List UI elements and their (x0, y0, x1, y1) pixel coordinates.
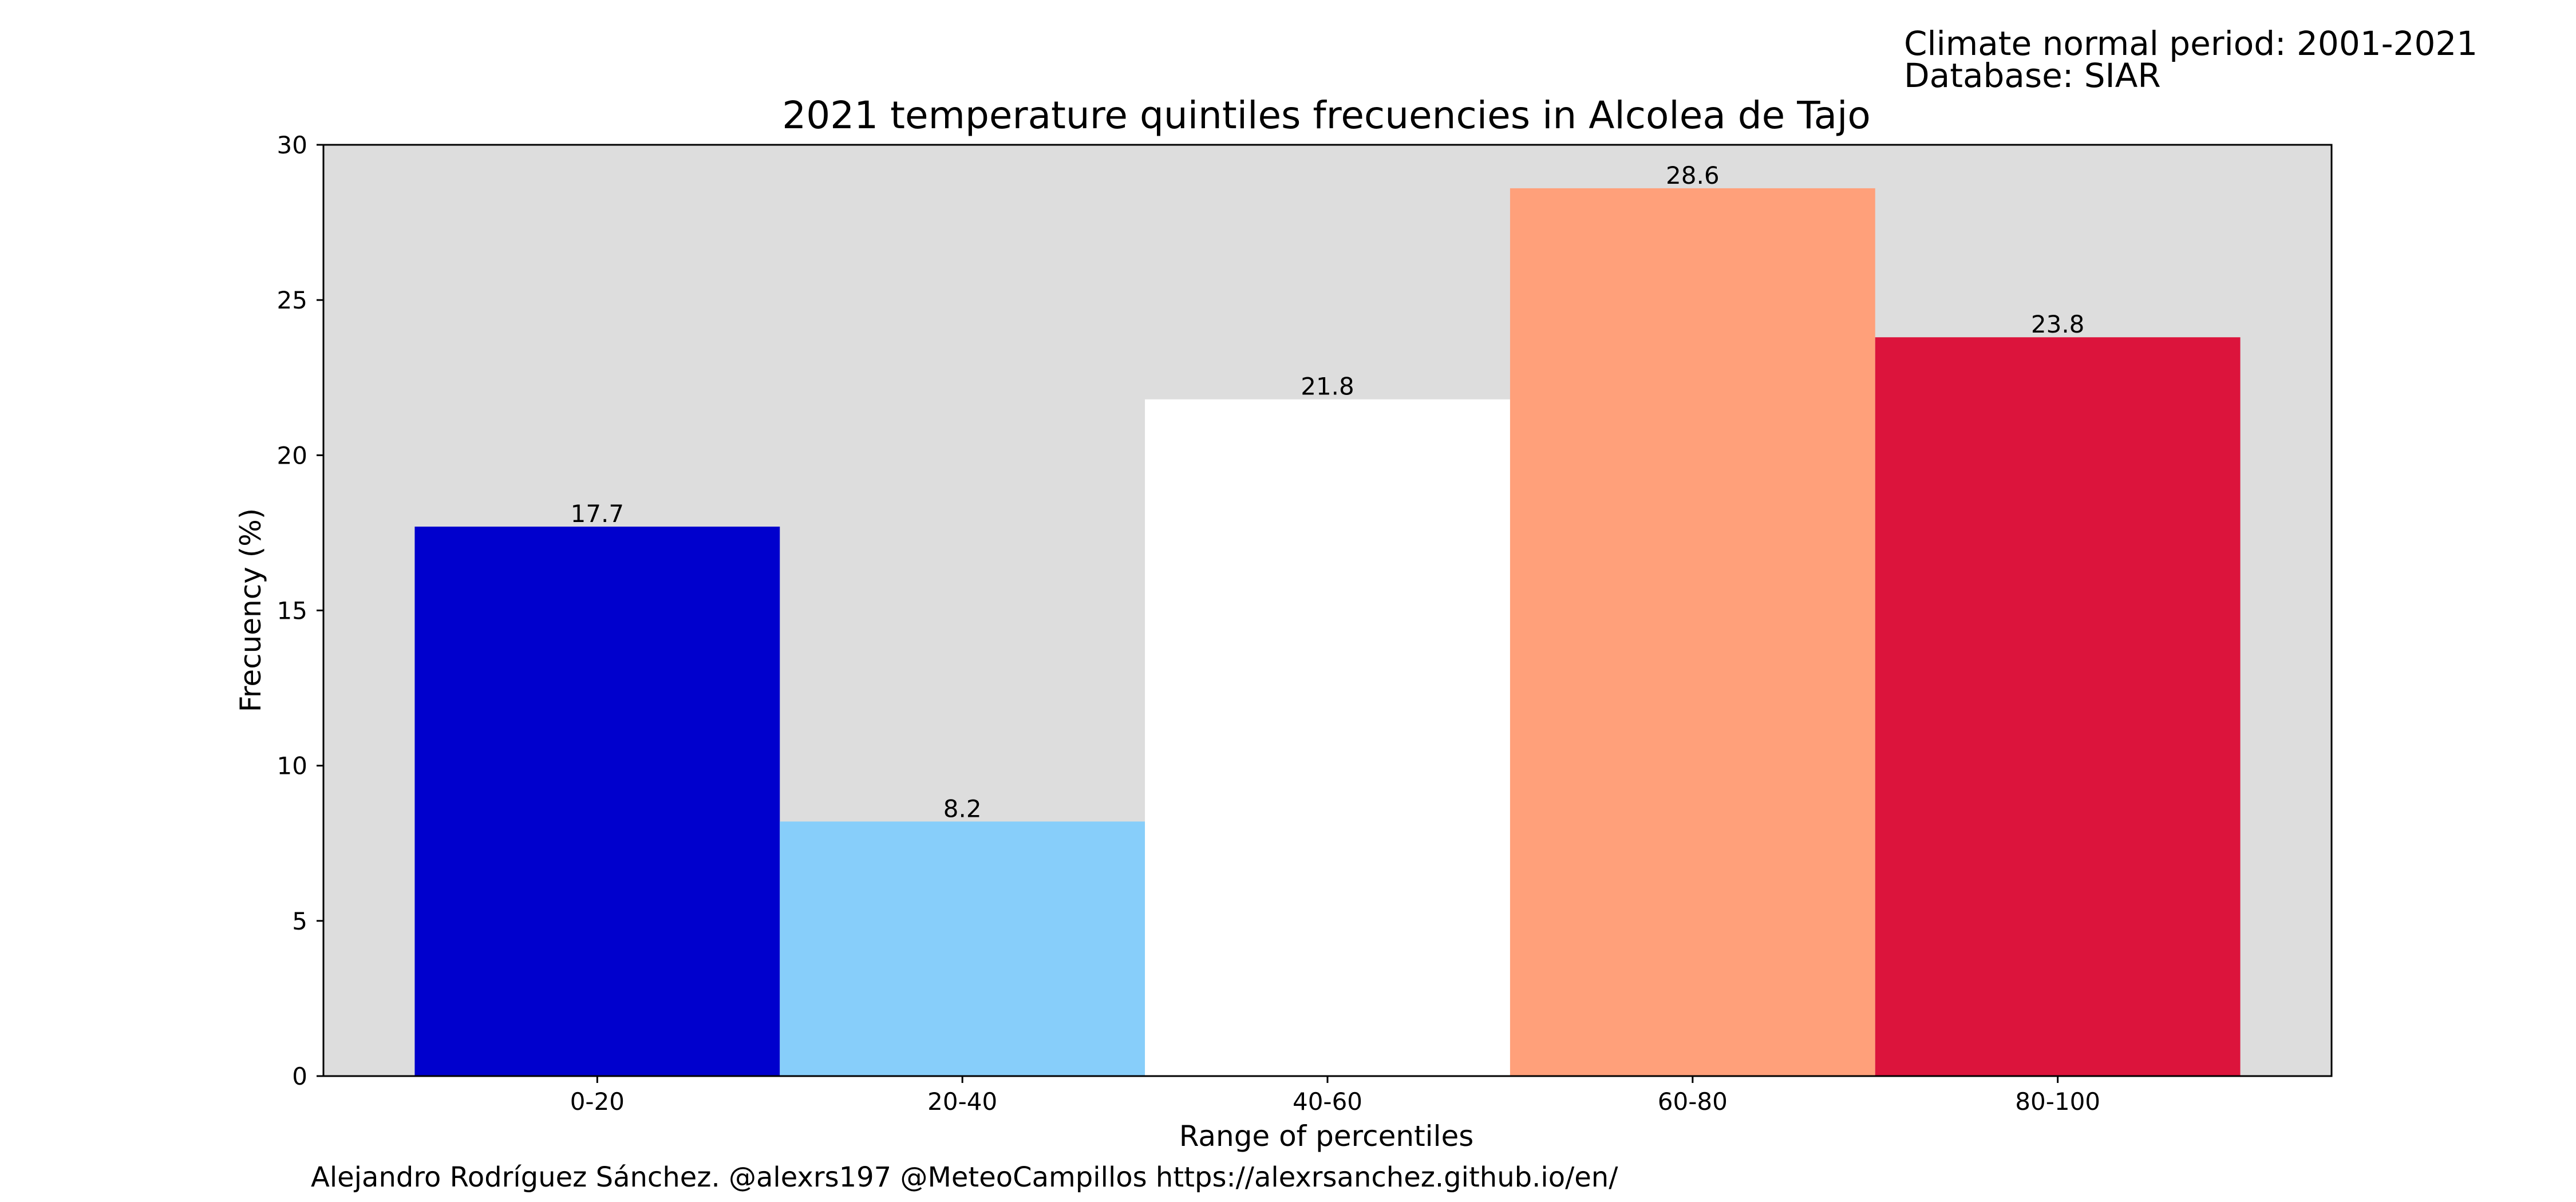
bar-0-20 (414, 527, 780, 1076)
y-tick-label: 0 (292, 1062, 307, 1090)
x-tick-label: 60-80 (1658, 1088, 1728, 1116)
value-label-40-60: 21.8 (1301, 373, 1354, 401)
x-tick-label: 80-100 (2015, 1088, 2100, 1116)
y-axis-label: Frecuency (%) (234, 508, 267, 712)
bar-60-80 (1510, 188, 1875, 1077)
x-tick-label: 0-20 (570, 1088, 625, 1116)
x-axis-label: Range of percentiles (1179, 1120, 1474, 1153)
bar-80-100 (1875, 337, 2241, 1077)
value-label-20-40: 8.2 (943, 794, 982, 823)
y-tick-label: 15 (277, 597, 307, 625)
x-tick-label: 20-40 (927, 1088, 997, 1116)
value-label-80-100: 23.8 (2031, 310, 2085, 338)
database-note: Database: SIAR (1904, 56, 2161, 95)
bar-40-60 (1145, 399, 1510, 1076)
bars (414, 188, 2241, 1077)
y-tick-label: 10 (277, 752, 307, 780)
y-tick-label: 30 (277, 131, 307, 159)
value-label-60-80: 28.6 (1666, 161, 1720, 189)
y-tick-label: 20 (277, 441, 307, 469)
bar-20-40 (780, 821, 1145, 1076)
climate-period-note: Climate normal period: 2001-2021 (1904, 24, 2478, 63)
value-labels: 17.7 8.2 21.8 28.6 23.8 (571, 161, 2085, 823)
x-tick-label: 40-60 (1293, 1088, 1362, 1116)
y-tick-label: 5 (292, 907, 307, 935)
value-label-0-20: 17.7 (571, 500, 625, 528)
chart-title: 2021 temperature quintiles frecuencies i… (782, 93, 1871, 137)
y-tick-label: 25 (277, 286, 307, 314)
x-axis-ticks: 0-20 20-40 40-60 60-80 80-100 (570, 1076, 2100, 1116)
credits-footer: Alejandro Rodríguez Sánchez. @alexrs197 … (311, 1161, 1618, 1193)
y-axis-ticks: 0 5 10 15 20 25 30 (277, 131, 323, 1090)
